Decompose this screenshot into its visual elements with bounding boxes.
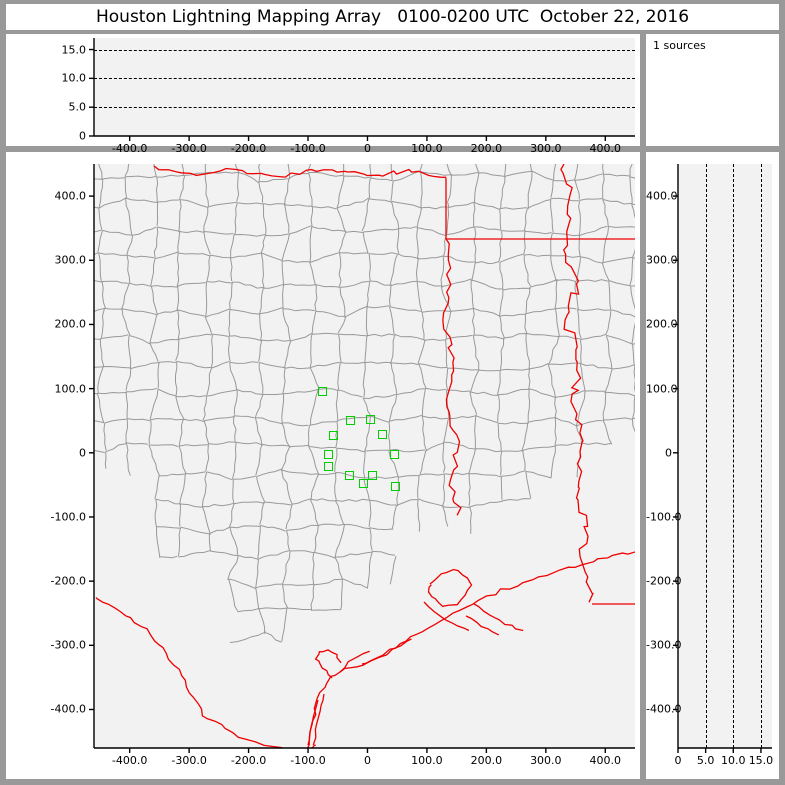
- station-marker: [367, 470, 377, 480]
- plan-view-map-panel[interactable]: -400.0 -300.0 -200.0 -100.0 0 100.0 200.0 300.0…: [6, 152, 640, 779]
- y-tick-label: 300.0: [54, 253, 87, 267]
- gridline: [705, 164, 707, 748]
- x-tick-label: -200.0: [230, 142, 267, 155]
- y-tick-label: 200.0: [54, 317, 87, 331]
- time-height-axes: [89, 38, 635, 141]
- source-count-label: 1 sources: [653, 39, 706, 52]
- x-tick-label: 10.0: [721, 754, 746, 767]
- histogram-axes: [673, 164, 772, 753]
- station-marker: [390, 481, 400, 491]
- x-tick-label: -400.0: [111, 754, 148, 767]
- map-plot-area[interactable]: [94, 164, 635, 748]
- x-tick-label: 300.0: [530, 142, 562, 155]
- station-marker: [329, 430, 339, 440]
- histogram-plot-area[interactable]: [678, 164, 772, 748]
- gridline: [94, 107, 635, 109]
- title-bar: Houston Lightning Mapping Array 0100-020…: [6, 4, 779, 30]
- county-lines: [94, 164, 635, 643]
- y-tick-label: -100.0: [50, 510, 86, 524]
- y-tick-label: -300.0: [646, 638, 682, 652]
- y-tick-label: -200.0: [646, 574, 682, 588]
- station-marker: [365, 414, 375, 424]
- map-geography: [94, 164, 635, 748]
- station-marker: [358, 479, 368, 489]
- x-tick-label: 5.0: [696, 754, 715, 767]
- y-tick-label: 200.0: [646, 317, 678, 331]
- x-tick-label: 0: [363, 142, 371, 155]
- x-tick-label: 100.0: [411, 142, 443, 155]
- x-tick-label: -300.0: [171, 754, 207, 767]
- x-tick-label: -100.0: [290, 142, 326, 155]
- y-tick-label: 10.0: [61, 71, 87, 85]
- x-tick-label: -200.0: [230, 754, 267, 767]
- gridline: [94, 78, 635, 80]
- x-tick-label: 300.0: [530, 754, 562, 767]
- x-tick-label: 400.0: [589, 142, 622, 155]
- y-tick-label: 400.0: [54, 189, 87, 203]
- x-tick-label: 200.0: [470, 754, 503, 767]
- x-tick-label: 15.0: [748, 754, 774, 767]
- y-tick-label: 400.0: [646, 189, 678, 203]
- map-axes: [89, 164, 635, 753]
- state-and-coast-lines: [95, 164, 635, 748]
- station-marker: [345, 471, 355, 481]
- gridline: [760, 164, 762, 748]
- y-tick-label: 100.0: [54, 382, 87, 396]
- station-marker: [318, 387, 328, 397]
- y-tick-label: -400.0: [646, 702, 682, 716]
- station-marker: [389, 450, 399, 460]
- x-tick-label: 400.0: [589, 754, 622, 767]
- y-tick-label: 15.0: [61, 43, 87, 57]
- y-tick-label: 5.0: [68, 100, 87, 114]
- y-tick-label: -300.0: [50, 638, 86, 652]
- x-tick-label: 200.0: [470, 142, 503, 155]
- y-tick-label: 300.0: [646, 253, 678, 267]
- source-count-panel[interactable]: 1 sources: [646, 34, 779, 146]
- page-title: Houston Lightning Mapping Array 0100-020…: [95, 7, 690, 27]
- x-tick-label: -300.0: [171, 142, 207, 155]
- y-tick-label: 100.0: [646, 382, 678, 396]
- altitude-histogram-panel[interactable]: 0 5.0 10.0 15.0 -400.0 -300.0 -200.0 -100.0 0 100…: [646, 152, 779, 779]
- station-marker: [323, 462, 333, 472]
- gridline: [733, 164, 735, 748]
- y-tick-label: 0: [79, 129, 86, 143]
- time-height-panel[interactable]: -400.0 -300.0 -200.0 -100.0 0 100.0 200.0 300.0…: [6, 34, 640, 155]
- x-tick-label: 0: [674, 754, 682, 767]
- x-tick-label: 0: [363, 754, 371, 767]
- y-tick-label: -400.0: [50, 702, 86, 716]
- station-marker: [323, 450, 333, 460]
- x-tick-label: 100.0: [411, 754, 443, 767]
- y-tick-label: -200.0: [50, 574, 86, 588]
- x-tick-label: -400.0: [111, 142, 148, 155]
- y-tick-label: -100.0: [646, 510, 682, 524]
- y-tick-label: 0: [665, 446, 672, 460]
- station-marker: [346, 416, 356, 426]
- time-height-plot-area[interactable]: [94, 38, 635, 136]
- y-tick-label: 0: [79, 446, 86, 460]
- station-marker: [377, 430, 387, 440]
- gridline: [94, 49, 635, 51]
- x-tick-label: -100.0: [290, 754, 326, 767]
